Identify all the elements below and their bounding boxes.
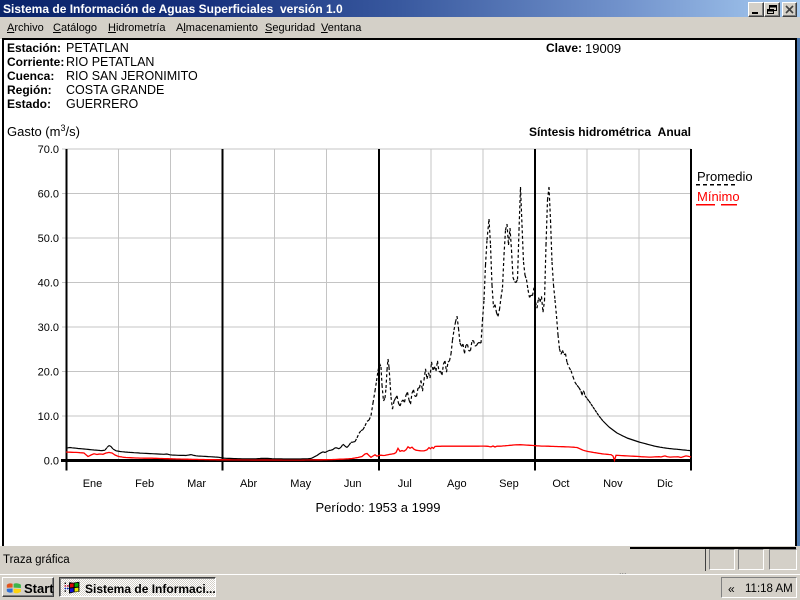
svg-text:70.0: 70.0 (38, 144, 59, 156)
svg-text:20.0: 20.0 (38, 367, 59, 379)
svg-text:Feb: Feb (135, 478, 154, 490)
svg-text:0.0: 0.0 (44, 456, 59, 468)
svg-text:Dic: Dic (657, 478, 673, 490)
svg-text:Jun: Jun (344, 478, 362, 490)
svg-text:Síntesis hidrométrica Anual: Síntesis hidrométrica Anual (529, 125, 691, 139)
svg-text:May: May (290, 478, 311, 490)
svg-text:40.0: 40.0 (38, 278, 59, 290)
svg-text:Ene: Ene (83, 478, 103, 490)
svg-text:10.0: 10.0 (38, 411, 59, 423)
svg-text:Jul: Jul (398, 478, 412, 490)
svg-text:50.0: 50.0 (38, 233, 59, 245)
svg-text:Sep: Sep (499, 478, 519, 490)
svg-text:30.0: 30.0 (38, 322, 59, 334)
svg-text:Oct: Oct (552, 478, 569, 490)
svg-text:Promedio: Promedio (697, 169, 753, 184)
svg-text:60.0: 60.0 (38, 189, 59, 201)
svg-text:Gasto (m3/s): Gasto (m3/s) (7, 123, 80, 139)
svg-text:Abr: Abr (240, 478, 257, 490)
svg-text:Ago: Ago (447, 478, 467, 490)
svg-text:Mínimo: Mínimo (697, 189, 740, 204)
svg-text:Nov: Nov (603, 478, 623, 490)
svg-text:Mar: Mar (187, 478, 206, 490)
svg-text:Período: 1953 a 1999: Período: 1953 a 1999 (315, 500, 440, 515)
